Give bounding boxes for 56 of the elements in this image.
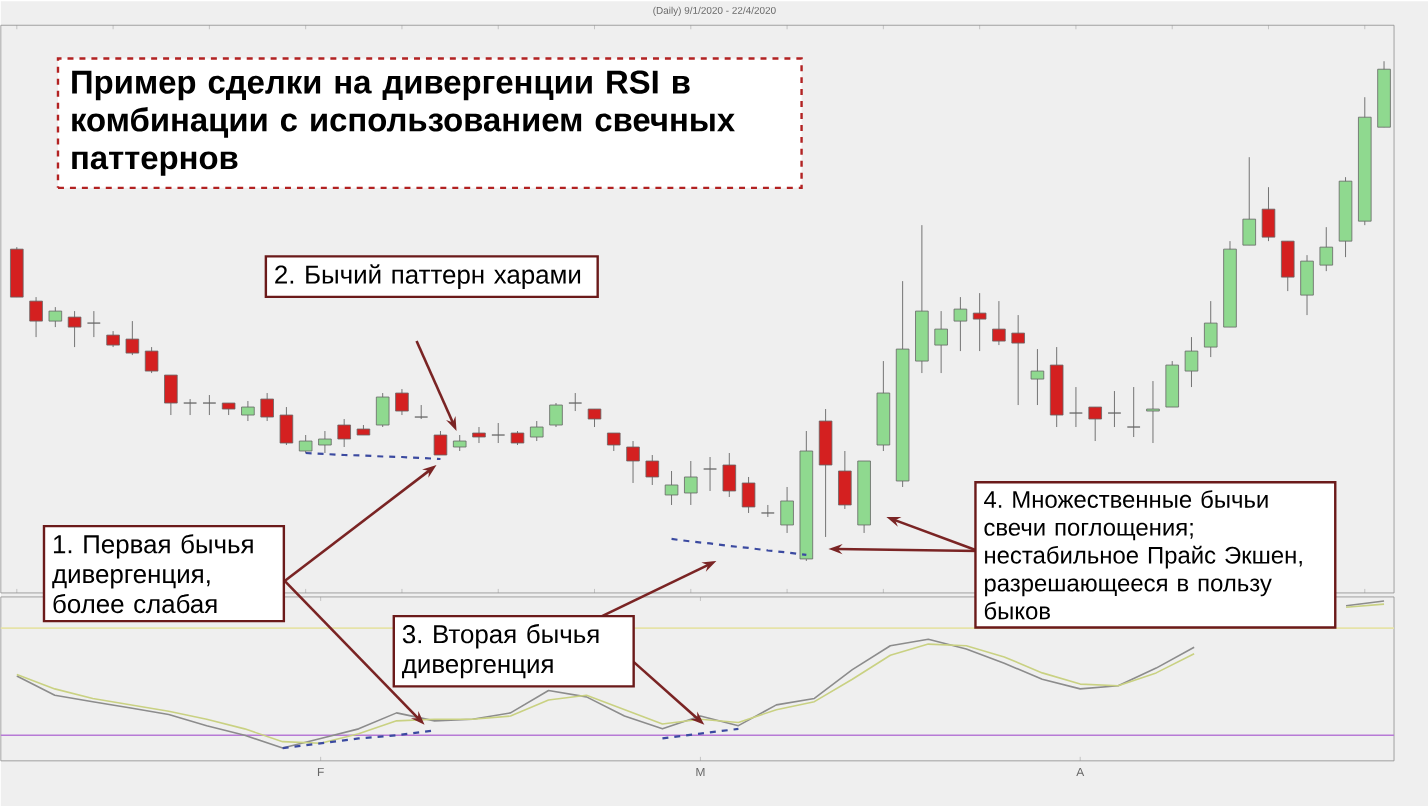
candlestick [1319, 226, 1334, 272]
candlestick [1030, 348, 1045, 406]
candlestick [164, 374, 178, 416]
candlestick [375, 392, 390, 428]
candlestick [87, 310, 101, 338]
candlestick [1281, 240, 1295, 292]
candlestick [1011, 314, 1025, 406]
candlestick [260, 392, 274, 422]
annotation: 4. Множественные бычьи свечи поглощения; нестабильное Прайс Экшен, разрешающееся в пользу быков [984, 489, 1302, 620]
candlestick [972, 292, 987, 352]
candlestick [67, 310, 82, 348]
candlestick [279, 406, 294, 446]
candlestick [529, 420, 544, 442]
candlestick [1261, 186, 1276, 242]
candlestick [1165, 360, 1179, 408]
candlestick [1203, 300, 1218, 358]
candlestick [125, 320, 140, 356]
candlestick [1107, 390, 1122, 428]
annotation: 1. Первая бычья дивергенция, более слабая [52, 533, 253, 613]
candlestick [992, 300, 1006, 346]
candlestick [1146, 380, 1160, 444]
candlestick [241, 400, 255, 422]
candlestick [29, 296, 43, 338]
candlestick [1184, 336, 1199, 388]
candlestick [1300, 254, 1314, 316]
annotation: 2. Бычий паттерн харами [275, 263, 581, 289]
candlestick [664, 470, 679, 506]
candlestick [1069, 386, 1083, 428]
candlestick [433, 430, 448, 456]
candlestick [684, 460, 698, 506]
candlestick [722, 452, 737, 498]
candlestick [491, 422, 505, 444]
candlestick [318, 430, 332, 454]
candlestick [144, 346, 159, 374]
candlestick [202, 394, 217, 416]
candlestick [934, 310, 948, 374]
candlestick [780, 486, 794, 534]
candlestick [549, 402, 563, 428]
candlestick [183, 398, 197, 416]
candlestick [1088, 406, 1102, 442]
candlestick [337, 418, 351, 448]
candlestick [472, 426, 486, 444]
candlestick [395, 388, 409, 416]
candlestick [645, 454, 660, 486]
text: Пример сделки на дивергенции RSI в комбинации с использованием свечных паттернов [72, 70, 735, 176]
candlestick [818, 408, 833, 538]
candlestick [1242, 156, 1256, 246]
candlestick [10, 246, 24, 298]
candlestick [741, 476, 756, 514]
candlestick [703, 456, 717, 492]
annotation: 3. Вторая бычья дивергенция [402, 623, 599, 678]
candlestick [48, 306, 63, 328]
candlestick [953, 296, 968, 352]
candlestick [838, 450, 852, 510]
candlestick [1126, 386, 1141, 438]
candlestick [626, 440, 640, 484]
